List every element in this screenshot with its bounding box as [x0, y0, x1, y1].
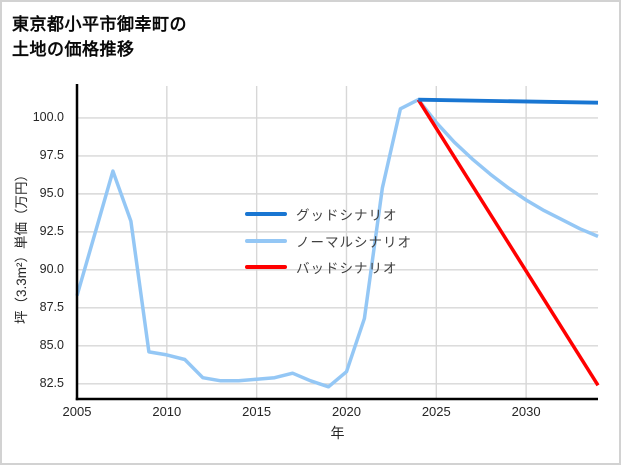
legend: グッドシナリオ ノーマルシナリオ バッドシナリオ: [245, 205, 412, 285]
x-axis-label: 年: [330, 425, 345, 441]
legend-label-bad-scenario: バッドシナリオ: [296, 261, 398, 276]
x-tick-label: 2030: [511, 404, 541, 419]
y-tick-label: 90.0: [39, 261, 64, 276]
good-scenario-line: [418, 97, 599, 105]
y-axis-label: 坪（3.3m²）単価（万円）: [14, 168, 29, 325]
x-tick-label: 2010: [152, 404, 182, 419]
legend-label-good-scenario: グッドシナリオ: [296, 208, 398, 223]
y-tick-label: 82.5: [39, 375, 64, 390]
x-tick-label: 2005: [62, 404, 92, 419]
legend-item-good-scenario: グッドシナリオ: [245, 205, 412, 223]
y-tick-label: 100.0: [32, 109, 64, 124]
y-tick-label: 85.0: [39, 337, 64, 352]
good-scenario-line-swatch: [245, 212, 287, 216]
bad-scenario-line-swatch: [245, 265, 287, 269]
y-tick-label: 95.0: [39, 185, 64, 200]
x-tick-label: 2025: [421, 404, 451, 419]
normal-scenario-line-swatch: [245, 238, 287, 243]
legend-label-normal-scenario: ノーマルシナリオ: [296, 234, 412, 250]
normal-scenario-line: [75, 97, 599, 389]
chart-title: 東京都小平市御幸町の 土地の価格推移: [12, 15, 187, 59]
y-tick-label: 87.5: [39, 299, 64, 314]
x-tick-label: 2020: [332, 404, 361, 419]
y-tick-label: 92.5: [39, 223, 64, 238]
y-tick-label: 97.5: [39, 147, 64, 162]
x-tick-label: 2015: [242, 404, 272, 419]
legend-item-normal-scenario: ノーマルシナリオ: [245, 232, 412, 250]
bad-scenario-line: [416, 98, 600, 387]
legend-item-bad-scenario: バッドシナリオ: [245, 258, 412, 276]
